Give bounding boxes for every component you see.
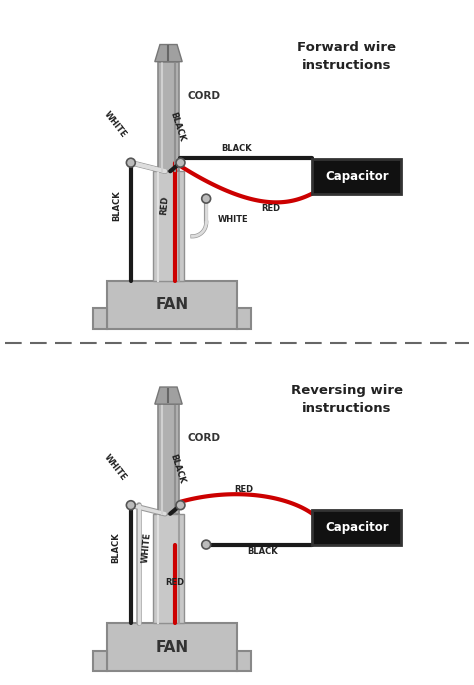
- Polygon shape: [158, 404, 179, 514]
- FancyBboxPatch shape: [312, 510, 401, 545]
- Text: CORD: CORD: [187, 91, 220, 101]
- Polygon shape: [153, 171, 184, 281]
- Circle shape: [176, 158, 185, 167]
- Polygon shape: [93, 308, 107, 329]
- Circle shape: [127, 158, 135, 167]
- Polygon shape: [107, 623, 237, 671]
- Text: RED: RED: [165, 577, 184, 587]
- Text: BLACK: BLACK: [113, 190, 122, 221]
- Text: WHITE: WHITE: [102, 110, 128, 140]
- Text: CORD: CORD: [187, 434, 220, 443]
- Text: Forward wire
instructions: Forward wire instructions: [297, 41, 396, 72]
- Text: BLACK: BLACK: [168, 111, 186, 142]
- Polygon shape: [155, 387, 182, 404]
- Text: WHITE: WHITE: [140, 532, 152, 564]
- Text: WHITE: WHITE: [218, 214, 249, 224]
- Text: Capacitor: Capacitor: [325, 521, 389, 534]
- Text: WHITE: WHITE: [102, 453, 128, 482]
- Polygon shape: [107, 281, 237, 329]
- Polygon shape: [93, 651, 107, 671]
- Circle shape: [127, 501, 135, 510]
- Text: FAN: FAN: [155, 640, 189, 655]
- Polygon shape: [237, 651, 251, 671]
- Circle shape: [202, 195, 210, 203]
- Circle shape: [176, 501, 185, 510]
- Text: BLACK: BLACK: [247, 547, 278, 556]
- Text: Reversing wire
instructions: Reversing wire instructions: [291, 384, 402, 414]
- Polygon shape: [158, 62, 179, 171]
- Polygon shape: [237, 308, 251, 329]
- Polygon shape: [153, 514, 184, 623]
- FancyBboxPatch shape: [312, 160, 401, 194]
- Text: RED: RED: [234, 485, 254, 495]
- Text: FAN: FAN: [155, 297, 189, 312]
- Text: BLACK: BLACK: [111, 533, 120, 563]
- Text: BLACK: BLACK: [168, 453, 186, 485]
- Polygon shape: [155, 45, 182, 62]
- Circle shape: [202, 540, 210, 549]
- Text: RED: RED: [262, 204, 281, 214]
- Text: Capacitor: Capacitor: [325, 170, 389, 183]
- Text: RED: RED: [160, 196, 170, 215]
- Text: BLACK: BLACK: [222, 145, 252, 153]
